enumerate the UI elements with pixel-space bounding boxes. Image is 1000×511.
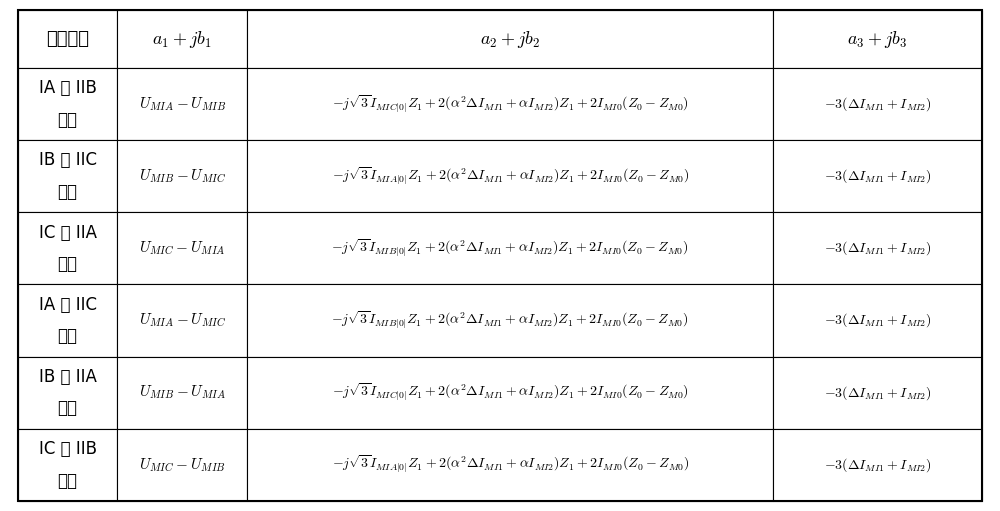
Text: $-j\sqrt{3}I_{MIB|0|}Z_1+2(\alpha^2\Delta I_{MI1}+\alpha I_{MI2})Z_1+2I_{MI0}(Z_: $-j\sqrt{3}I_{MIB|0|}Z_1+2(\alpha^2\Delt… xyxy=(331,310,689,331)
Text: $a_1 + jb_1$: $a_1 + jb_1$ xyxy=(152,29,212,50)
Bar xyxy=(18,429,117,501)
Bar xyxy=(18,10,117,68)
Bar xyxy=(18,140,117,213)
Text: IC 与 IIB: IC 与 IIB xyxy=(39,440,97,458)
Text: IB 与 IIA: IB 与 IIA xyxy=(39,368,97,386)
Text: $-3(\Delta I_{MI1}+I_{MI2})$: $-3(\Delta I_{MI1}+I_{MI2})$ xyxy=(824,95,931,113)
Bar xyxy=(117,68,247,140)
Bar xyxy=(117,429,247,501)
Bar xyxy=(773,429,982,501)
Text: $-3(\Delta I_{MI1}+I_{MI2})$: $-3(\Delta I_{MI1}+I_{MI2})$ xyxy=(824,312,931,330)
Bar xyxy=(117,285,247,357)
Text: $U_{MIA}-U_{MIB}$: $U_{MIA}-U_{MIB}$ xyxy=(139,96,226,113)
Text: IB 与 IIC: IB 与 IIC xyxy=(39,151,97,170)
Text: $-3(\Delta I_{MI1}+I_{MI2})$: $-3(\Delta I_{MI1}+I_{MI2})$ xyxy=(824,240,931,257)
Bar xyxy=(247,285,773,357)
Bar xyxy=(18,68,117,140)
Bar xyxy=(773,285,982,357)
Text: $-j\sqrt{3}I_{MIC|0|}Z_1+2(\alpha^2\Delta I_{MI1}+\alpha I_{MI2})Z_1+2I_{MI0}(Z_: $-j\sqrt{3}I_{MIC|0|}Z_1+2(\alpha^2\Delt… xyxy=(332,382,689,403)
Text: 之间: 之间 xyxy=(58,400,78,417)
Bar xyxy=(247,213,773,285)
Text: $a_3 + jb_3$: $a_3 + jb_3$ xyxy=(847,29,908,50)
Bar xyxy=(773,68,982,140)
Text: $-j\sqrt{3}I_{MIA|0|}Z_1+2(\alpha^2\Delta I_{MI1}+\alpha I_{MI2})Z_1+2I_{MI0}(Z_: $-j\sqrt{3}I_{MIA|0|}Z_1+2(\alpha^2\Delt… xyxy=(332,166,689,187)
Text: 之间: 之间 xyxy=(58,328,78,345)
Bar xyxy=(117,213,247,285)
Text: $-j\sqrt{3}I_{MIB|0|}Z_1+2(\alpha^2\Delta I_{MI1}+\alpha I_{MI2})Z_1+2I_{MI0}(Z_: $-j\sqrt{3}I_{MIB|0|}Z_1+2(\alpha^2\Delt… xyxy=(331,238,689,259)
Bar xyxy=(18,285,117,357)
Text: 之间: 之间 xyxy=(58,183,78,201)
Text: 之间: 之间 xyxy=(58,472,78,490)
Bar xyxy=(247,429,773,501)
Bar xyxy=(773,140,982,213)
Text: $U_{MIB}-U_{MIA}$: $U_{MIB}-U_{MIA}$ xyxy=(139,384,226,402)
Text: IC 与 IIA: IC 与 IIA xyxy=(39,223,97,242)
Text: $-3(\Delta I_{MI1}+I_{MI2})$: $-3(\Delta I_{MI1}+I_{MI2})$ xyxy=(824,384,931,402)
Bar xyxy=(247,68,773,140)
Text: $-j\sqrt{3}I_{MIC|0|}Z_1+2(\alpha^2\Delta I_{MI1}+\alpha I_{MI2})Z_1+2I_{MI0}(Z_: $-j\sqrt{3}I_{MIC|0|}Z_1+2(\alpha^2\Delt… xyxy=(332,94,689,114)
Text: 之间: 之间 xyxy=(58,111,78,129)
Bar xyxy=(247,10,773,68)
Bar xyxy=(773,357,982,429)
Text: $-j\sqrt{3}I_{MIA|0|}Z_1+2(\alpha^2\Delta I_{MI1}+\alpha I_{MI2})Z_1+2I_{MI0}(Z_: $-j\sqrt{3}I_{MIA|0|}Z_1+2(\alpha^2\Delt… xyxy=(332,454,689,475)
Text: $a_2 + jb_2$: $a_2 + jb_2$ xyxy=(480,29,540,50)
Text: IA 与 IIC: IA 与 IIC xyxy=(39,296,97,314)
Bar xyxy=(247,357,773,429)
Bar xyxy=(773,10,982,68)
Text: 之间: 之间 xyxy=(58,256,78,273)
Bar xyxy=(117,140,247,213)
Text: $U_{MIC}-U_{MIA}$: $U_{MIC}-U_{MIA}$ xyxy=(139,240,226,257)
Bar xyxy=(117,10,247,68)
Text: $U_{MIA}-U_{MIC}$: $U_{MIA}-U_{MIC}$ xyxy=(139,312,226,329)
Text: 故障位置: 故障位置 xyxy=(46,30,89,48)
Text: $U_{MIC}-U_{MIB}$: $U_{MIC}-U_{MIB}$ xyxy=(139,456,226,474)
Text: $-3(\Delta I_{MI1}+I_{MI2})$: $-3(\Delta I_{MI1}+I_{MI2})$ xyxy=(824,456,931,474)
Bar xyxy=(18,213,117,285)
Text: $U_{MIB}-U_{MIC}$: $U_{MIB}-U_{MIC}$ xyxy=(139,168,226,185)
Text: $-3(\Delta I_{MI1}+I_{MI2})$: $-3(\Delta I_{MI1}+I_{MI2})$ xyxy=(824,168,931,185)
Bar xyxy=(117,357,247,429)
Text: IA 与 IIB: IA 与 IIB xyxy=(39,79,97,97)
Bar xyxy=(18,357,117,429)
Bar xyxy=(773,213,982,285)
Bar xyxy=(247,140,773,213)
